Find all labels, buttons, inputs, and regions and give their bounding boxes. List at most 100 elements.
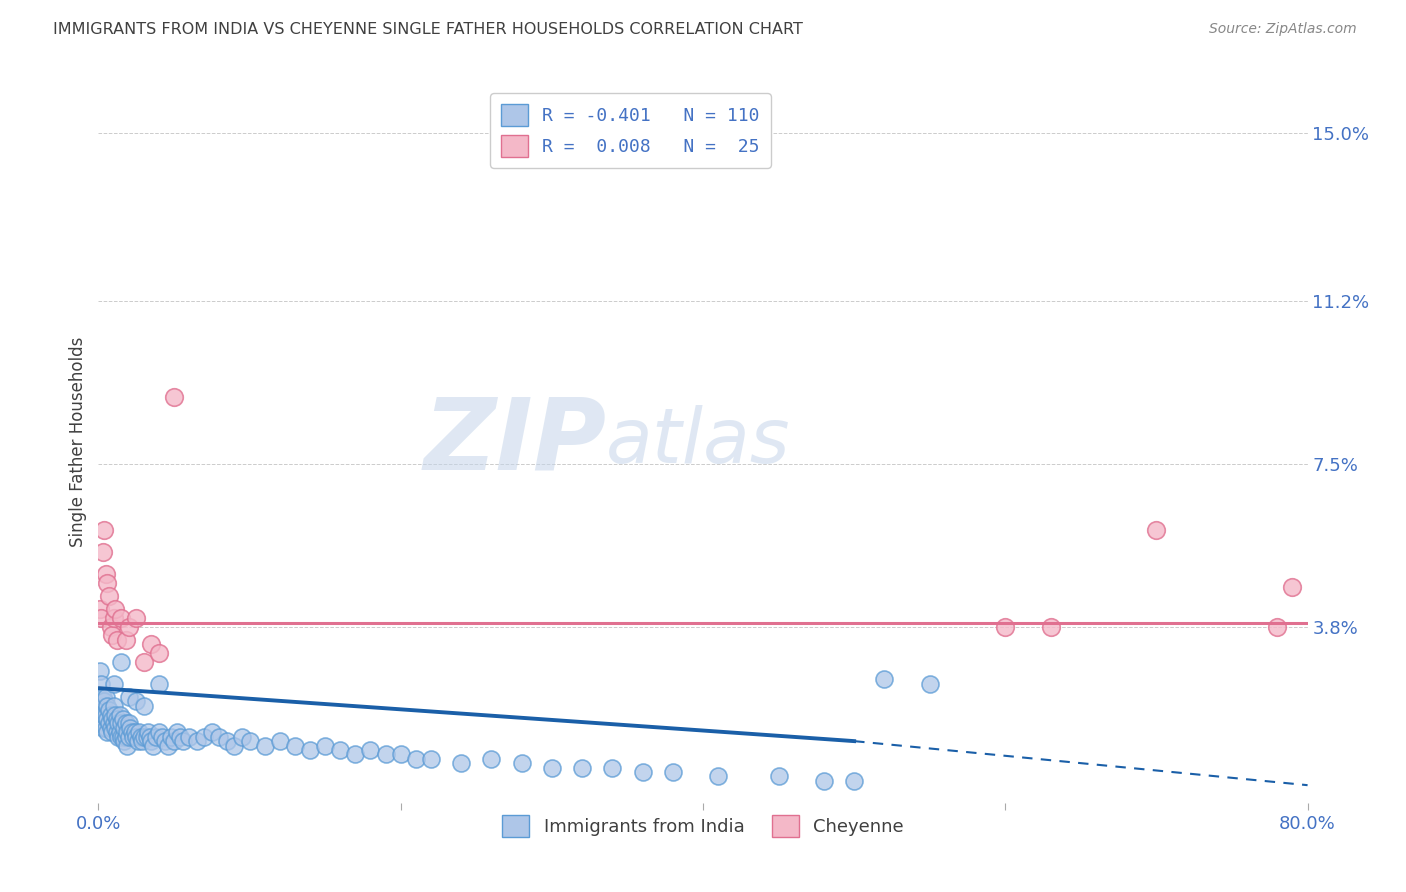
Point <box>405 752 427 766</box>
Point <box>101 712 124 726</box>
Text: IMMIGRANTS FROM INDIA VS CHEYENNE SINGLE FATHER HOUSEHOLDS CORRELATION CHART: IMMIGRANTS FROM INDIA VS CHEYENNE SINGLE… <box>53 22 803 37</box>
Legend: Immigrants from India, Cheyenne: Immigrants from India, Cheyenne <box>495 808 911 845</box>
Point <box>101 628 124 642</box>
Point <box>96 698 118 713</box>
Point <box>114 632 136 647</box>
Point <box>172 734 194 748</box>
Point <box>374 747 396 762</box>
Point <box>813 773 835 788</box>
Point <box>111 712 134 726</box>
Point <box>91 721 114 735</box>
Point <box>108 725 131 739</box>
Text: Source: ZipAtlas.com: Source: ZipAtlas.com <box>1209 22 1357 37</box>
Text: atlas: atlas <box>606 405 790 478</box>
Point <box>91 544 114 558</box>
Point <box>129 730 152 744</box>
Point <box>141 734 163 748</box>
Point <box>125 730 148 744</box>
Point <box>481 752 503 766</box>
Point <box>329 743 352 757</box>
Point <box>269 734 291 748</box>
Point <box>125 694 148 708</box>
Point <box>98 589 121 603</box>
Point <box>89 690 111 704</box>
Point <box>112 721 135 735</box>
Point <box>166 725 188 739</box>
Point <box>299 743 322 757</box>
Point <box>136 725 159 739</box>
Point <box>208 730 231 744</box>
Point <box>994 619 1017 633</box>
Point <box>661 764 683 779</box>
Point <box>111 730 134 744</box>
Point <box>125 611 148 625</box>
Point <box>96 725 118 739</box>
Point <box>112 734 135 748</box>
Point <box>1144 523 1167 537</box>
Point <box>103 677 125 691</box>
Point <box>107 730 129 744</box>
Point <box>124 725 146 739</box>
Point <box>420 752 443 766</box>
Y-axis label: Single Father Households: Single Father Households <box>69 336 87 547</box>
Point <box>89 664 111 678</box>
Point <box>148 646 170 660</box>
Point <box>93 523 115 537</box>
Point <box>94 707 117 722</box>
Point <box>110 655 132 669</box>
Point <box>148 725 170 739</box>
Point <box>139 730 162 744</box>
Point <box>186 734 208 748</box>
Point <box>110 611 132 625</box>
Point <box>93 694 115 708</box>
Point <box>90 611 112 625</box>
Point <box>105 725 128 739</box>
Point <box>114 716 136 731</box>
Point <box>239 734 262 748</box>
Point <box>132 730 155 744</box>
Point <box>103 698 125 713</box>
Point <box>101 725 124 739</box>
Point <box>115 739 138 753</box>
Point <box>89 602 111 616</box>
Point <box>96 575 118 590</box>
Point <box>90 698 112 713</box>
Point <box>389 747 412 762</box>
Point <box>128 725 150 739</box>
Point <box>169 730 191 744</box>
Point <box>193 730 215 744</box>
Point <box>110 730 132 744</box>
Point <box>110 716 132 731</box>
Point <box>104 602 127 616</box>
Point <box>163 734 186 748</box>
Point <box>284 739 307 753</box>
Point <box>163 391 186 405</box>
Point <box>450 756 472 771</box>
Point <box>1267 619 1289 633</box>
Point <box>90 677 112 691</box>
Point <box>132 698 155 713</box>
Point <box>215 734 238 748</box>
Point <box>96 712 118 726</box>
Point <box>540 760 562 774</box>
Point <box>131 734 153 748</box>
Point <box>105 632 128 647</box>
Point <box>103 716 125 731</box>
Point <box>98 703 121 717</box>
Point <box>118 730 141 744</box>
Point <box>118 619 141 633</box>
Point <box>1281 580 1303 594</box>
Point <box>91 703 114 717</box>
Point <box>141 637 163 651</box>
Point <box>135 730 157 744</box>
Point <box>231 730 253 744</box>
Point <box>510 756 533 771</box>
Point <box>148 677 170 691</box>
Point <box>571 760 593 774</box>
Point <box>93 707 115 722</box>
Point <box>94 721 117 735</box>
Point <box>100 721 122 735</box>
Point <box>602 760 624 774</box>
Point <box>118 716 141 731</box>
Point <box>91 690 114 704</box>
